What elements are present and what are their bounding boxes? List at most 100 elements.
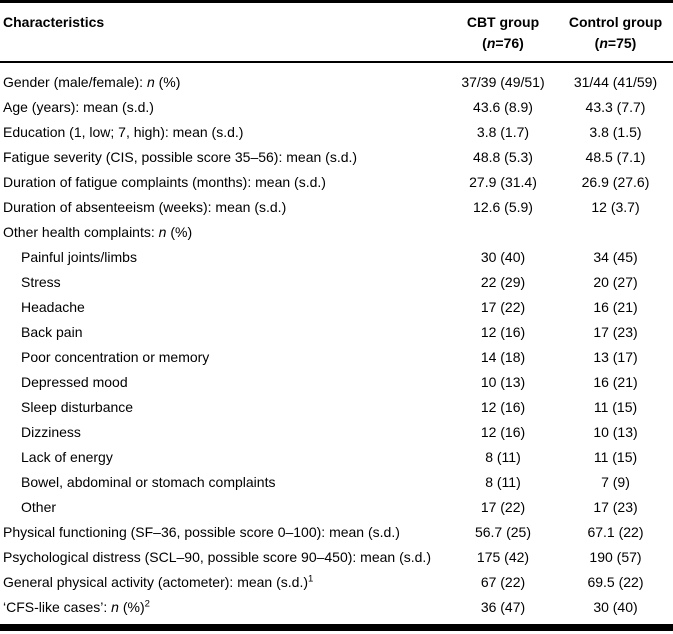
table-top-rule — [0, 0, 673, 3]
row-label: ‘CFS-like cases’: n (%)2 — [3, 598, 150, 615]
cbt-group-value: 67 (22) — [480, 574, 526, 590]
table-row: Sleep disturbance 12 (16) 11 (15) — [0, 395, 673, 420]
control-group-value: 17 (23) — [593, 324, 638, 340]
cbt-group-value: 3.8 (1.7) — [476, 124, 530, 140]
cbt-group-value: 27.9 (31.4) — [469, 174, 537, 190]
control-group-value: 11 (15) — [593, 399, 638, 415]
table-bottom-rule — [0, 624, 673, 631]
cbt-group-value: 12 (16) — [480, 324, 526, 340]
table-row: Psychological distress (SCL–90, possible… — [0, 545, 673, 570]
cbt-group-value: 37/39 (49/51) — [461, 74, 545, 90]
control-group-value: 11 (15) — [593, 449, 638, 465]
row-label: Fatigue severity (CIS, possible score 35… — [3, 149, 358, 165]
table-row: Fatigue severity (CIS, possible score 35… — [0, 145, 673, 170]
row-label: Psychological distress (SCL–90, possible… — [3, 549, 431, 565]
row-label: Stress — [21, 274, 61, 290]
row-label: Duration of absenteeism (weeks): mean (s… — [3, 199, 287, 215]
control-group-value: 13 (17) — [593, 349, 638, 365]
table-row: Bowel, abdominal or stomach complaints 8 … — [0, 470, 673, 495]
row-label: Sleep disturbance — [21, 399, 134, 415]
footnote-marker: 1 — [308, 573, 314, 585]
cbt-group-value: 8 (11) — [485, 474, 521, 490]
table-row: Poor concentration or memory 14 (18) 13 (1… — [0, 345, 673, 370]
control-group-value: 10 (13) — [593, 424, 638, 440]
characteristics-table: Characteristics CBT group (n=76) Control… — [0, 3, 673, 620]
row-label: Gender (male/female): n (%) — [3, 74, 181, 90]
control-group-value: 30 (40) — [593, 599, 638, 615]
control-group-value: 31/44 (41/59) — [573, 74, 658, 90]
control-group-value: 26.9 (27.6) — [581, 174, 650, 190]
table-row: Education (1, low; 7, high): mean (s.d.)… — [0, 120, 673, 145]
cbt-group-value: 175 (42) — [476, 549, 530, 565]
control-group-value: 190 (57) — [589, 549, 642, 565]
header-row: Characteristics CBT group (n=76) Control… — [0, 3, 673, 63]
table-row: Duration of fatigue complaints (months):… — [0, 170, 673, 195]
control-group-value: 16 (21) — [593, 374, 638, 390]
table-row: Back pain 12 (16) 17 (23) — [0, 320, 673, 345]
cbt-group-value: 56.7 (25) — [474, 524, 532, 540]
row-label: Lack of energy — [21, 449, 113, 465]
table-row: Headache 17 (22) 16 (21) — [0, 295, 673, 320]
row-label: Other — [21, 499, 57, 515]
control-group-value: 7 (9) — [601, 474, 630, 490]
table-row: Other health complaints: n (%) — [0, 220, 673, 245]
header-control-group: Control group (n=75) — [558, 3, 673, 63]
header-cbt-group: CBT group (n=76) — [448, 3, 558, 63]
table-row: Gender (male/female): n (%) 37/39 (49/51)… — [0, 62, 673, 95]
cbt-group-value: 12.6 (5.9) — [473, 199, 533, 215]
cbt-group-value: 10 (13) — [480, 374, 526, 390]
header-cbt-group-name: CBT group — [466, 14, 540, 30]
table-row: Duration of absenteeism (weeks): mean (s… — [0, 195, 673, 220]
control-group-value: 12 (3.7) — [591, 199, 640, 215]
table-row: Stress 22 (29) 20 (27) — [0, 270, 673, 295]
cbt-group-value: 8 (11) — [485, 449, 521, 465]
table-row: ‘CFS-like cases’: n (%)2 36 (47) 30 (40) — [0, 595, 673, 620]
cbt-group-value: 36 (47) — [480, 599, 526, 615]
cbt-group-value: 14 (18) — [480, 349, 526, 365]
control-group-value: 34 (45) — [593, 249, 638, 265]
row-label: Age (years): mean (s.d.) — [3, 99, 154, 115]
control-group-value: 69.5 (22) — [587, 574, 644, 590]
cbt-group-value — [448, 220, 558, 245]
header-cbt-group-n: (n=76) — [482, 35, 524, 51]
row-label: Depressed mood — [21, 374, 128, 390]
control-group-value: 3.8 (1.5) — [589, 124, 642, 140]
cbt-group-value: 30 (40) — [480, 249, 526, 265]
row-label: Physical functioning (SF–36, possible sc… — [3, 524, 400, 540]
control-group-value: 17 (23) — [593, 499, 638, 515]
cbt-group-value: 12 (16) — [480, 424, 526, 440]
table-row: Lack of energy 8 (11) 11 (15) — [0, 445, 673, 470]
table-row: General physical activity (actometer): m… — [0, 570, 673, 595]
row-label: Headache — [21, 299, 85, 315]
control-group-value: 43.3 (7.7) — [585, 99, 646, 115]
header-control-group-name: Control group — [568, 14, 663, 30]
cbt-group-value: 22 (29) — [480, 274, 526, 290]
cbt-group-value: 12 (16) — [480, 399, 526, 415]
control-group-value: 48.5 (7.1) — [585, 149, 646, 165]
row-label: Painful joints/limbs — [21, 249, 137, 265]
control-group-value: 67.1 (22) — [587, 524, 644, 540]
table-row: Dizziness 12 (16) 10 (13) — [0, 420, 673, 445]
table-row: Age (years): mean (s.d.) 43.6 (8.9) 43.3 (… — [0, 95, 673, 120]
control-group-value — [558, 220, 673, 245]
row-label: Dizziness — [21, 424, 81, 440]
cbt-group-value: 48.8 (5.3) — [473, 149, 533, 165]
header-control-group-n: (n=75) — [594, 35, 637, 51]
footnote-marker: 2 — [144, 598, 150, 610]
row-label: Bowel, abdominal or stomach complaints — [21, 474, 276, 490]
table-row: Depressed mood 10 (13) 16 (21) — [0, 370, 673, 395]
cbt-group-value: 17 (22) — [480, 299, 526, 315]
row-label: Education (1, low; 7, high): mean (s.d.) — [3, 124, 244, 140]
table-row: Other 17 (22) 17 (23) — [0, 495, 673, 520]
header-characteristics: Characteristics — [0, 3, 448, 63]
control-group-value: 16 (21) — [593, 299, 638, 315]
table-body: Gender (male/female): n (%) 37/39 (49/51)… — [0, 62, 673, 620]
table-row: Painful joints/limbs 30 (40) 34 (45) — [0, 245, 673, 270]
row-label: Poor concentration or memory — [21, 349, 210, 365]
row-label: Other health complaints: n (%) — [3, 224, 193, 240]
row-label: General physical activity (actometer): m… — [3, 573, 314, 590]
row-label: Back pain — [21, 324, 83, 340]
table-row: Physical functioning (SF–36, possible sc… — [0, 520, 673, 545]
row-label: Duration of fatigue complaints (months):… — [3, 174, 326, 190]
